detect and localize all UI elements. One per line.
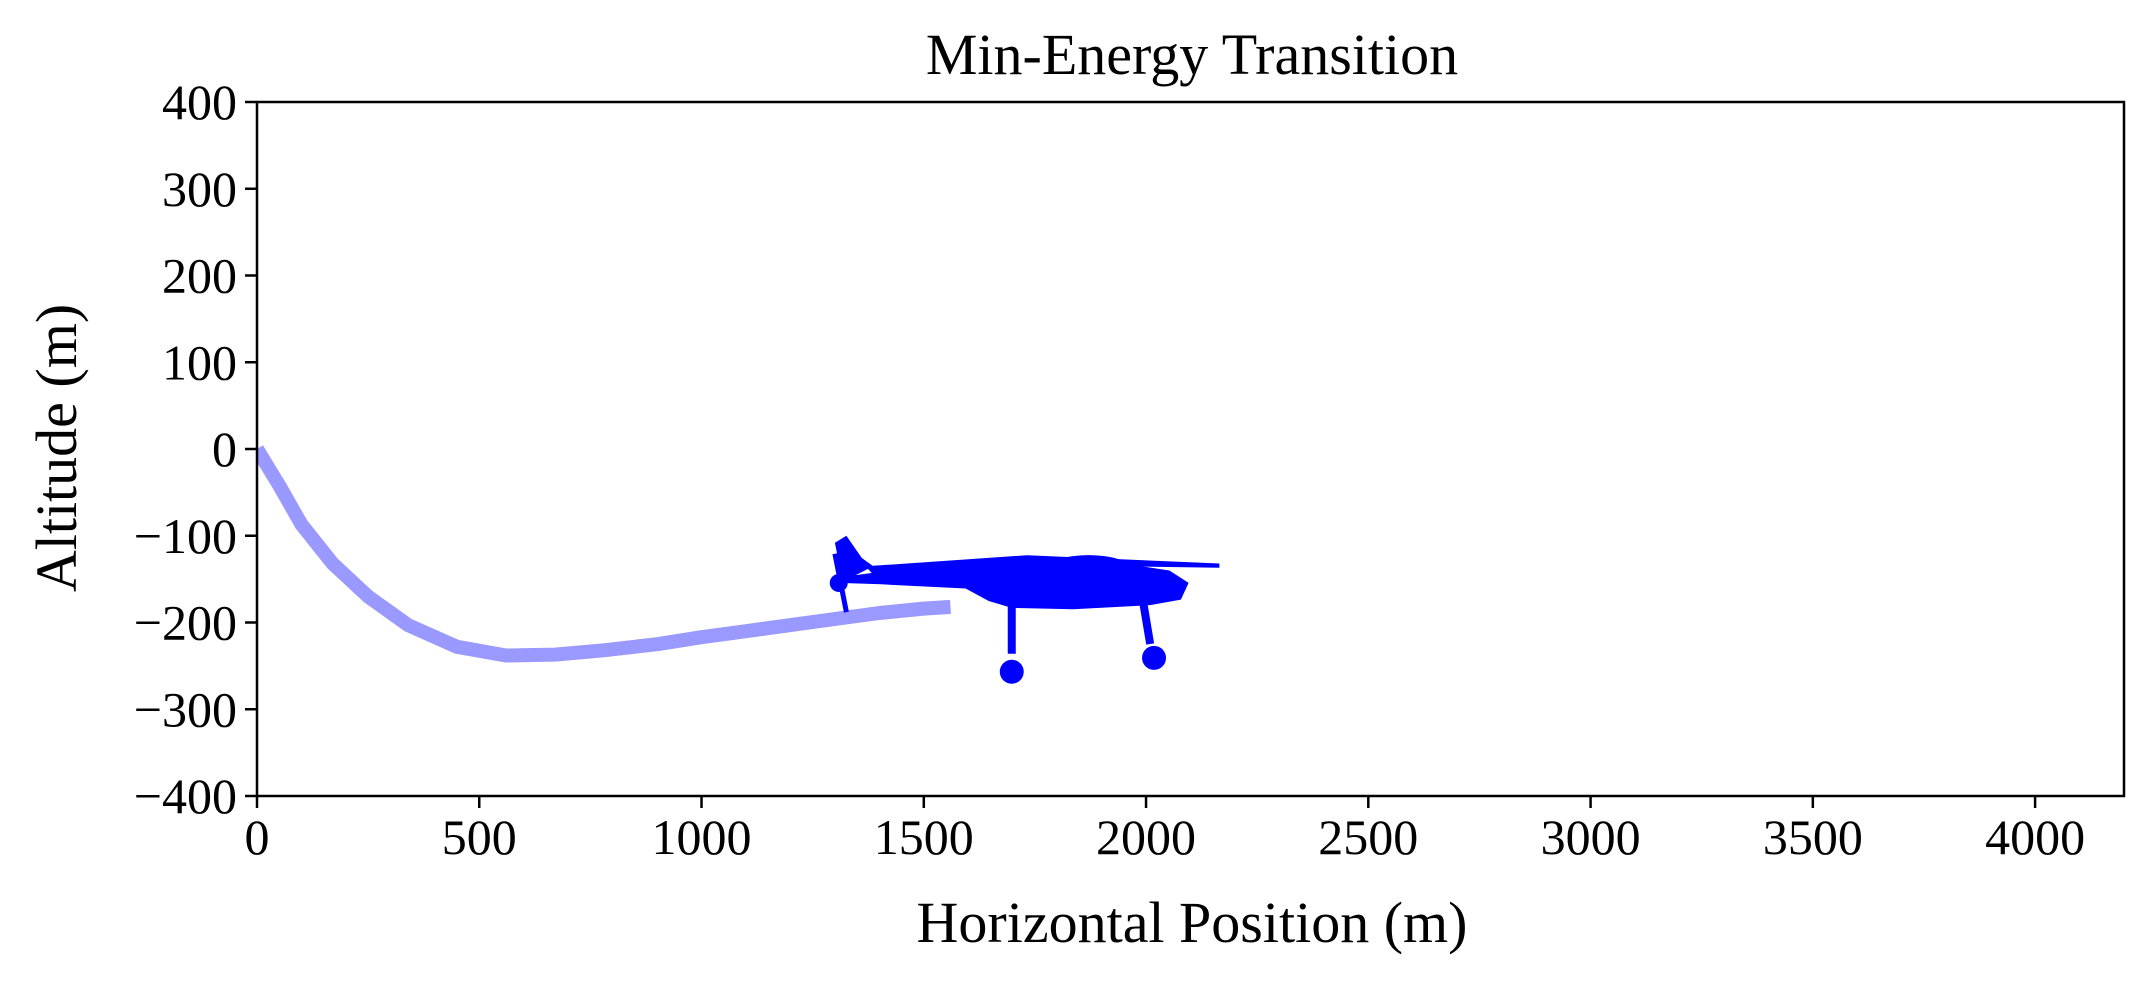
x-tick-label: 4000	[1985, 809, 2085, 865]
y-tick-label: −100	[134, 508, 237, 564]
nose-gear-wheel	[1142, 645, 1167, 670]
y-axis-label: Altitude (m)	[24, 304, 89, 592]
axes-frame	[255, 100, 2126, 798]
x-tick-label: 2000	[1096, 809, 1196, 865]
axis-ticks: 0 500 1000 1500 2000 2500 3000 3500 4000−400−300…	[134, 74, 2085, 865]
spinner	[829, 573, 848, 592]
y-tick-label: −200	[134, 595, 237, 651]
x-axis-label: Horizontal Position (m)	[917, 890, 1468, 955]
y-tick-label: 100	[162, 334, 237, 390]
main-gear-wheel	[999, 659, 1024, 684]
y-tick-label: −300	[134, 681, 237, 737]
y-tick-label: −400	[134, 768, 237, 824]
wing	[865, 555, 1220, 575]
chart-title: Min-Energy Transition	[926, 22, 1458, 87]
nose-gear-strut	[1138, 597, 1155, 645]
plot-area	[257, 445, 951, 663]
y-tick-label: 200	[162, 248, 237, 304]
x-tick-label: 500	[442, 809, 517, 865]
y-tick-label: 300	[162, 161, 237, 217]
x-tick-label: 3000	[1541, 809, 1641, 865]
airplane-icon	[829, 535, 1220, 684]
x-tick-label: 1500	[874, 809, 974, 865]
x-tick-label: 3500	[1763, 809, 1863, 865]
cockpit	[1050, 555, 1128, 578]
y-tick-label: 0	[212, 421, 237, 477]
tail-fin	[834, 535, 874, 582]
x-tick-label: 0	[245, 809, 270, 865]
series-line	[257, 445, 951, 663]
x-tick-label: 2500	[1318, 809, 1418, 865]
y-tick-label: 400	[162, 74, 237, 130]
x-tick-label: 1000	[652, 809, 752, 865]
